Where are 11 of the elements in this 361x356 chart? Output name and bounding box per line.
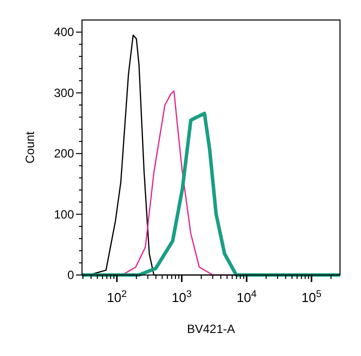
x-axis-title: BV421-A: [186, 322, 236, 336]
y-tick-label: 100: [54, 207, 74, 222]
y-tick-label: 400: [54, 25, 74, 40]
y-tick-label: 200: [54, 146, 74, 161]
x-tick-label: 10$^{3}$: [172, 288, 192, 305]
y-tick-label: 0: [67, 268, 74, 282]
x-tick-label: 10$^{2}$: [106, 288, 127, 305]
x-tick-label: 10$^{5}$: [302, 288, 322, 305]
y-axis-title: Count: [23, 130, 37, 164]
x-tick-label: 10$^{4}$: [236, 288, 258, 305]
y-tick-label: 300: [54, 86, 74, 100]
